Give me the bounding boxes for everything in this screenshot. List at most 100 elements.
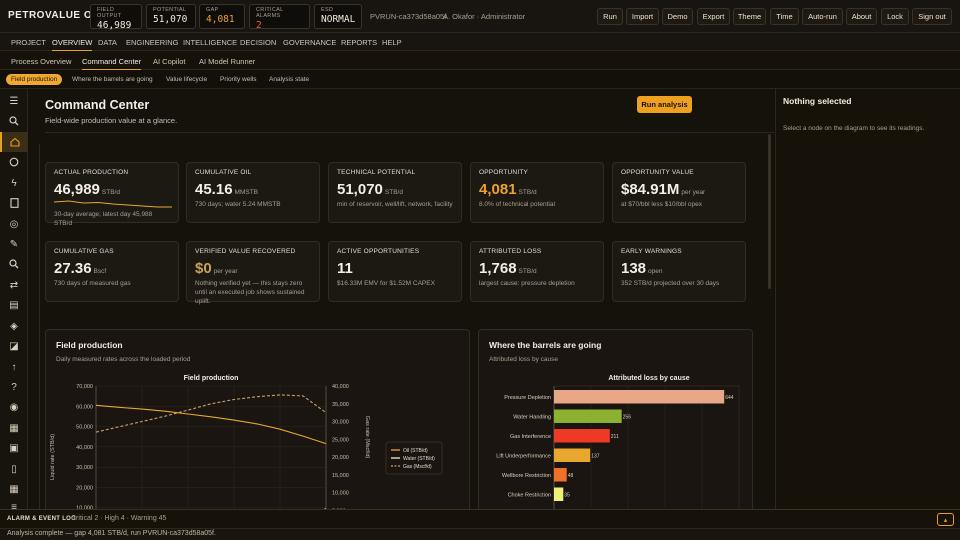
kpi-card[interactable]: CUMULATIVE GAS 27.36 Bscf 730 days of measu…: [45, 241, 179, 302]
menu-governance[interactable]: GOVERNANCE: [283, 38, 337, 47]
kpi-value: 46,989: [97, 20, 132, 31]
run-button[interactable]: Run: [597, 8, 623, 25]
tab-ai-copilot[interactable]: AI Copilot: [153, 57, 186, 66]
document-icon[interactable]: [0, 193, 28, 213]
value-label: 35: [564, 492, 570, 498]
panel-subtitle: Attributed loss by cause: [489, 356, 559, 363]
home-icon[interactable]: [0, 132, 28, 152]
card-label: CUMULATIVE GAS: [54, 248, 114, 255]
time-button[interactable]: Time: [770, 8, 799, 25]
y-tick-label: 40,000: [76, 445, 93, 451]
panel-subtitle: Daily measured rates across the loaded p…: [56, 356, 191, 363]
magnifier-icon[interactable]: [0, 254, 28, 274]
kpi-critical-alarms: CRITICAL ALARMS 2: [249, 4, 310, 31]
help-icon[interactable]: ?: [11, 381, 17, 393]
log-title: ALARM & EVENT LOG: [7, 516, 77, 522]
panel-title: Where the barrels are going: [489, 340, 602, 350]
menu-decision[interactable]: DECISION: [240, 38, 277, 47]
kpi-value: 2: [256, 20, 262, 31]
scrollbar[interactable]: [768, 134, 771, 289]
arrow-up-icon[interactable]: ↑: [11, 361, 17, 373]
kpi-card[interactable]: ATTRIBUTED LOSS 1,768 STB/d largest cause: …: [470, 241, 604, 302]
kpi-card[interactable]: TECHNICAL POTENTIAL 51,070 STB/d min of res…: [328, 162, 462, 223]
checklist-icon[interactable]: ≡: [11, 501, 17, 513]
target-icon[interactable]: ◉: [9, 401, 19, 413]
list-icon[interactable]: ▤: [9, 299, 19, 311]
card-note: min of reservoir, well/lift, network, fa…: [337, 201, 453, 208]
card-note: 8.0% of technical potential: [479, 201, 555, 208]
kpi-card[interactable]: VERIFIED VALUE RECOVERED $0 per year Nothin…: [186, 241, 320, 305]
tab-process-overview[interactable]: Process Overview: [11, 57, 72, 66]
square-icon[interactable]: ▯: [11, 463, 17, 475]
menu-help[interactable]: HELP: [382, 38, 402, 47]
divider: [45, 132, 774, 133]
chart-title: Attributed loss by cause: [608, 375, 689, 382]
lock-icon[interactable]: ▣: [9, 442, 19, 454]
card-unit: STB/d: [101, 189, 120, 196]
sparkline-path: [54, 200, 172, 208]
bar: [554, 390, 725, 404]
y2-tick-label: 15,000: [332, 473, 349, 479]
bolt-icon[interactable]: ϟ: [11, 177, 17, 189]
eye-icon[interactable]: ◎: [9, 218, 19, 230]
lock-button[interactable]: Lock: [881, 8, 909, 25]
layers-icon[interactable]: ◈: [10, 320, 18, 332]
card-unit: STB/d: [518, 189, 537, 196]
demo-button[interactable]: Demo: [662, 8, 693, 25]
y2-tick-label: 40,000: [332, 384, 349, 390]
chart-icon[interactable]: ◪: [9, 340, 19, 352]
card-value-row: 1,768 STB/d: [479, 260, 595, 277]
tab-ai-model-runner[interactable]: AI Model Runner: [199, 57, 256, 66]
card-value-row: 4,081 STB/d: [479, 181, 595, 198]
value-label: 211: [611, 434, 619, 440]
kpi-card[interactable]: OPPORTUNITY 4,081 STB/d 8.0% of technical p…: [470, 162, 604, 223]
pill-priority-wells[interactable]: Priority wells: [220, 76, 257, 83]
y-tick-label: 20,000: [76, 485, 93, 491]
legend-label: Oil (STB/d): [403, 448, 428, 454]
run-analysis-button[interactable]: Run analysis: [637, 96, 692, 113]
theme-button[interactable]: Theme: [733, 8, 766, 25]
chart-legend: Oil (STB/d) Water (STB/d) Gas (Mscf/d): [385, 441, 443, 475]
bar: [554, 468, 567, 482]
swap-icon[interactable]: ⇄: [9, 279, 19, 291]
auto-run-button[interactable]: Auto-run: [802, 8, 843, 25]
wrench-icon[interactable]: ✎: [9, 238, 19, 250]
pill-analysis-state[interactable]: Analysis state: [269, 76, 310, 83]
panel-title: Field production: [56, 340, 123, 350]
kpi-card[interactable]: OPPORTUNITY VALUE $84.91M per year at $70/b…: [612, 162, 746, 223]
card-unit: per year: [681, 189, 706, 196]
import-button[interactable]: Import: [626, 8, 659, 25]
kpi-card[interactable]: EARLY WARNINGS 138 open 352 STB/d projected…: [612, 241, 746, 302]
kpi-card[interactable]: CUMULATIVE OIL 45.16 MMSTB 730 days; water …: [186, 162, 320, 223]
card-value-row: 27.36 Bscf: [54, 260, 170, 277]
search-icon[interactable]: [0, 111, 28, 131]
pill-field-production[interactable]: Field production: [6, 74, 63, 85]
menu-overview[interactable]: OVERVIEW: [52, 38, 93, 52]
kpi-card[interactable]: ACTUAL PRODUCTION 46,989 STB/d 30-day avera…: [45, 162, 179, 227]
grid-icon[interactable]: ▦: [9, 422, 19, 434]
tab-command-center[interactable]: Command Center: [82, 57, 142, 71]
pill-barrels[interactable]: Where the barrels are going: [72, 76, 153, 83]
kpi-esd: ESD NORMAL: [314, 4, 362, 29]
chat-icon[interactable]: [0, 152, 28, 172]
y2-axis-label: Gas rate (Mscf/d): [364, 416, 370, 459]
export-button[interactable]: Export: [697, 8, 730, 25]
menu-reports[interactable]: REPORTS: [341, 38, 378, 47]
menu-engineering[interactable]: ENGINEERING: [126, 38, 179, 47]
kpi-card[interactable]: ACTIVE OPPORTUNITIES 11 $16.33M EMV for $1…: [328, 241, 462, 302]
bar: [554, 429, 610, 443]
menu-data[interactable]: DATA: [98, 38, 117, 47]
kpi-value: NORMAL: [321, 14, 356, 25]
attributed-loss-chart: Attributed loss by cause Pressure Depleti…: [496, 375, 740, 509]
expand-log-button[interactable]: ▴: [937, 513, 954, 526]
card-label: ACTUAL PRODUCTION: [54, 169, 129, 176]
sub-tabs: Process Overview Command Center AI Copil…: [0, 51, 960, 71]
about-button[interactable]: About: [846, 8, 877, 25]
pill-value-lifecycle[interactable]: Value lifecycle: [166, 76, 208, 83]
card-value-row: $84.91M per year: [621, 181, 737, 198]
sign-out-button[interactable]: Sign out: [912, 8, 952, 25]
table-icon[interactable]: ▦: [9, 483, 19, 495]
menu-project[interactable]: PROJECT: [11, 38, 47, 47]
menu-intelligence[interactable]: INTELLIGENCE: [183, 38, 238, 47]
menu-icon[interactable]: ☰: [9, 95, 19, 107]
